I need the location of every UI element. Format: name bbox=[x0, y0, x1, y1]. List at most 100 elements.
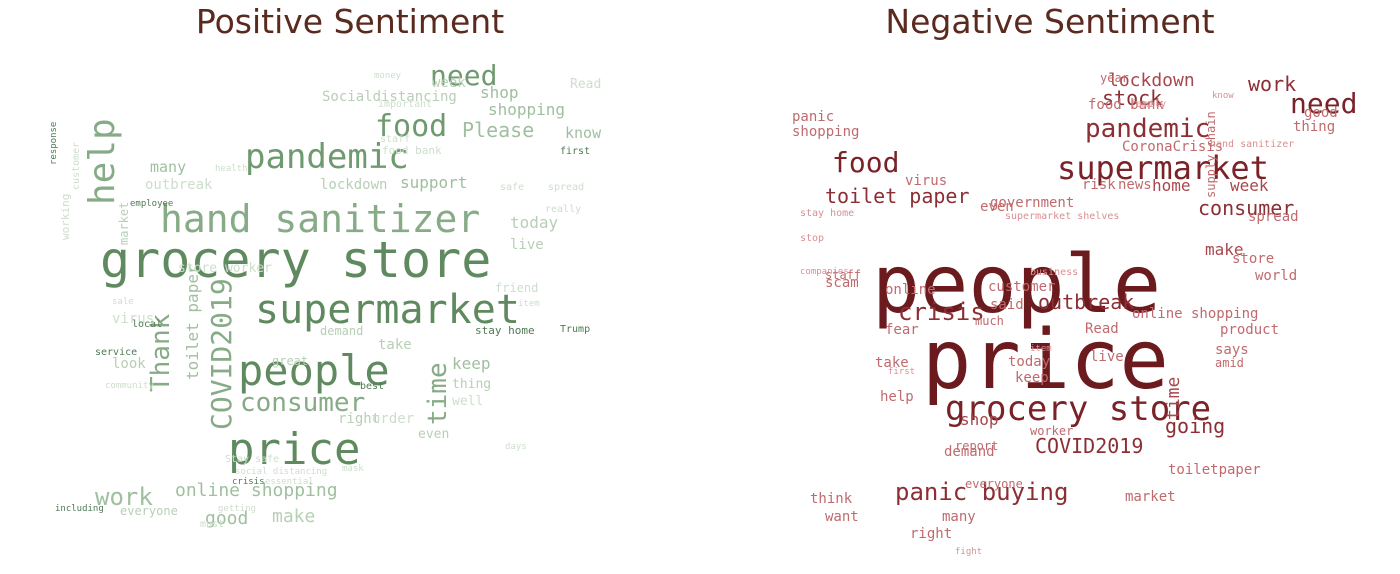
word-price: price bbox=[228, 424, 361, 475]
word-essential: essential bbox=[265, 477, 314, 487]
word-response: response bbox=[49, 121, 59, 165]
word-first: first bbox=[560, 146, 591, 157]
word-year: year bbox=[1100, 71, 1129, 85]
word-help: help bbox=[82, 118, 123, 205]
word-supermarket: supermarket bbox=[255, 287, 520, 333]
word-virus: virus bbox=[905, 173, 948, 189]
word-great: great bbox=[272, 354, 309, 368]
word-look: look bbox=[112, 356, 146, 372]
word-supermarket-shelves: supermarket shelves bbox=[1005, 211, 1120, 222]
word-panic: panic bbox=[792, 109, 835, 125]
word-health: health bbox=[215, 164, 248, 174]
word-first: first bbox=[888, 367, 916, 377]
word-local: local bbox=[132, 319, 163, 330]
word-staff: staff bbox=[825, 268, 862, 282]
word-shopping: shopping bbox=[488, 100, 566, 119]
word-amid: amid bbox=[1215, 356, 1244, 370]
word-item: item bbox=[1030, 344, 1052, 354]
word-people: people bbox=[872, 238, 1161, 331]
word-customer: customer bbox=[71, 141, 82, 190]
word-shopping: shopping bbox=[792, 124, 860, 140]
word-everyone: everyone bbox=[120, 504, 178, 518]
word-family: family bbox=[1130, 99, 1167, 110]
word-including: including bbox=[55, 504, 104, 514]
word-stock: stock bbox=[1102, 86, 1163, 110]
word-stay-home: stay home bbox=[800, 208, 855, 219]
word-demand: demand bbox=[320, 324, 364, 338]
word-pandemic: pandemic bbox=[1085, 114, 1211, 144]
word-many: many bbox=[150, 158, 187, 176]
word-employee: employee bbox=[130, 199, 174, 209]
word-online: online bbox=[885, 282, 936, 298]
word-good: good bbox=[1304, 105, 1338, 121]
word-store: store bbox=[1232, 251, 1275, 267]
word-store-worker: store worker bbox=[178, 261, 272, 276]
word-online-shopping: online shopping bbox=[1132, 306, 1259, 322]
word-friend: friend bbox=[495, 281, 539, 295]
word-food-bank: food bank bbox=[382, 144, 442, 157]
word-social-distancing: social distancing bbox=[235, 467, 328, 477]
positive-title: Positive Sentiment bbox=[195, 2, 505, 41]
word-many: many bbox=[942, 509, 976, 525]
word-fear: fear bbox=[885, 322, 919, 338]
word-order: order bbox=[372, 411, 415, 427]
word-take: take bbox=[378, 337, 412, 353]
word-good: good bbox=[205, 508, 249, 529]
word-says: says bbox=[1215, 342, 1249, 358]
word-fight: fight bbox=[955, 547, 983, 557]
word-business: business bbox=[1030, 267, 1079, 278]
word-live: live bbox=[510, 237, 544, 253]
word-community: community bbox=[105, 381, 154, 391]
word-toilet-paper: toilet paper bbox=[183, 264, 202, 380]
word-scam: scam bbox=[825, 275, 859, 291]
word-supermarket: supermarket bbox=[1057, 149, 1269, 187]
word-market: market bbox=[117, 201, 131, 245]
word-thing: thing bbox=[452, 377, 492, 392]
word-well: well bbox=[452, 394, 484, 409]
word-working: working bbox=[59, 193, 72, 240]
word-know: know bbox=[565, 124, 602, 142]
word-shop: shop bbox=[480, 83, 519, 102]
word-price: price bbox=[922, 313, 1169, 408]
word-thing: thing bbox=[1293, 119, 1336, 135]
word-live: live bbox=[1090, 349, 1124, 365]
word-item: item bbox=[518, 299, 540, 309]
word-outbreak: outbreak bbox=[145, 177, 213, 193]
word-report: report bbox=[955, 439, 999, 453]
word-today: today bbox=[1008, 354, 1051, 370]
word-socialdistancing: Socialdistancing bbox=[322, 89, 457, 105]
word-home: home bbox=[1152, 176, 1191, 195]
word-know: know bbox=[1212, 91, 1234, 101]
word-consumer: consumer bbox=[240, 388, 366, 418]
word-hand-sanitizer: hand sanitizer bbox=[160, 197, 481, 241]
word-time: time bbox=[1163, 376, 1184, 420]
word-help: help bbox=[880, 389, 914, 405]
word-trump: Trump bbox=[560, 324, 591, 335]
word-week: week bbox=[432, 75, 466, 91]
word-money: money bbox=[374, 71, 402, 81]
word-covid2019: COVID2019 bbox=[1035, 434, 1144, 458]
word-please: Please bbox=[462, 118, 535, 142]
word-must: must bbox=[200, 519, 225, 530]
word-virus: virus bbox=[112, 311, 155, 327]
word-work: work bbox=[1248, 72, 1297, 96]
word-need: need bbox=[1290, 87, 1358, 120]
word-toilet-paper: toilet paper bbox=[825, 184, 970, 208]
word-safe: safe bbox=[500, 182, 525, 193]
word-food-bank: food bank bbox=[1088, 97, 1164, 113]
word-take: take bbox=[875, 355, 909, 371]
word-hand-sanitizer: hand sanitizer bbox=[1210, 139, 1295, 150]
word-worker: worker bbox=[1030, 424, 1074, 438]
word-work: work bbox=[95, 483, 153, 511]
word-covid2019: COVID2019 bbox=[205, 278, 238, 430]
word-lockdown: lockdown bbox=[1108, 70, 1195, 91]
word-want: want bbox=[825, 509, 859, 525]
word-stop: stop bbox=[800, 233, 825, 244]
word-customer: customer bbox=[988, 279, 1056, 295]
word-grocery-store: grocery store bbox=[100, 231, 492, 289]
word-crisis: crisis bbox=[232, 477, 265, 487]
word-everyone: everyone bbox=[965, 477, 1023, 491]
word-best: best bbox=[360, 381, 385, 392]
word-shop: shop bbox=[960, 410, 999, 429]
word-think: think bbox=[810, 491, 853, 507]
